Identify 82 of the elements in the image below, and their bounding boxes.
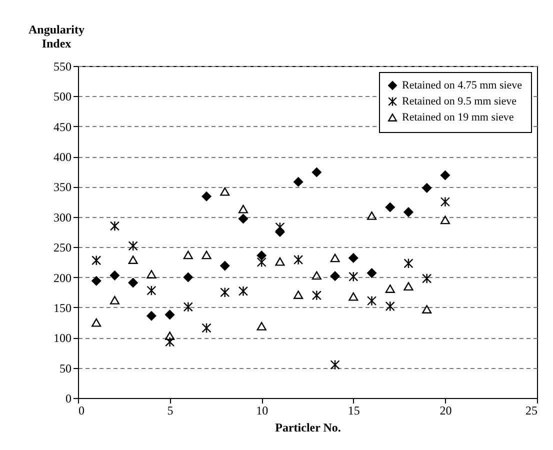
point bbox=[146, 311, 156, 321]
point bbox=[110, 270, 120, 280]
point bbox=[220, 287, 230, 298]
point bbox=[238, 286, 248, 296]
point bbox=[348, 292, 358, 301]
point bbox=[220, 261, 230, 271]
point bbox=[202, 250, 212, 260]
point bbox=[165, 310, 175, 320]
point bbox=[330, 360, 340, 370]
x-axis-title: Particler No. bbox=[275, 420, 341, 434]
legend-label: Retained on 19 mm sieve bbox=[402, 112, 514, 124]
y-tick-label: 150 bbox=[54, 300, 72, 315]
point bbox=[128, 256, 138, 264]
legend-label: Retained on 4.75 mm sieve bbox=[402, 80, 522, 92]
x-tick-label: 25 bbox=[526, 404, 538, 418]
x-tick-label: 10 bbox=[256, 404, 268, 418]
point bbox=[312, 167, 322, 178]
y-tick-label: 400 bbox=[54, 150, 72, 164]
point bbox=[275, 257, 285, 266]
point bbox=[440, 216, 450, 224]
x-tick-label: 0 bbox=[78, 404, 84, 418]
point bbox=[422, 305, 432, 314]
y-tick-label: 200 bbox=[54, 270, 72, 285]
y-tick-label: 100 bbox=[54, 331, 72, 346]
point bbox=[146, 270, 156, 278]
point bbox=[404, 258, 414, 269]
point bbox=[404, 282, 414, 291]
point bbox=[294, 177, 304, 187]
y-tick-label: 250 bbox=[54, 240, 72, 255]
point bbox=[330, 271, 340, 281]
y-tick-label: 550 bbox=[54, 60, 72, 74]
point bbox=[183, 272, 193, 282]
y-axis-title: Angularity Index bbox=[28, 22, 85, 50]
point bbox=[404, 207, 414, 217]
legend-label: Retained on 9.5 mm sieve bbox=[402, 96, 517, 108]
y-tick-label: 500 bbox=[54, 90, 72, 104]
point bbox=[202, 322, 212, 334]
point bbox=[294, 254, 304, 265]
point bbox=[366, 211, 377, 220]
point bbox=[202, 192, 212, 202]
x-tick-label: 5 bbox=[167, 404, 174, 418]
point bbox=[348, 271, 358, 282]
point bbox=[92, 318, 102, 327]
point bbox=[128, 278, 138, 288]
point bbox=[183, 250, 193, 260]
point bbox=[348, 253, 358, 263]
point bbox=[312, 271, 322, 280]
point bbox=[422, 273, 432, 284]
point bbox=[385, 202, 395, 212]
point bbox=[440, 196, 450, 208]
point bbox=[183, 302, 193, 312]
y-tick-label: 300 bbox=[54, 210, 72, 224]
point bbox=[330, 254, 340, 262]
point bbox=[238, 204, 248, 214]
point bbox=[312, 290, 322, 301]
y-tick-label: 0 bbox=[66, 392, 72, 406]
point bbox=[440, 170, 450, 180]
point bbox=[366, 268, 377, 278]
point bbox=[238, 214, 248, 224]
point bbox=[275, 222, 285, 232]
point bbox=[256, 250, 266, 260]
point bbox=[92, 255, 102, 266]
point bbox=[165, 332, 175, 340]
point bbox=[110, 296, 120, 304]
y-tick-label: 50 bbox=[60, 361, 72, 376]
point bbox=[256, 256, 266, 268]
x-tick-label: 15 bbox=[348, 404, 360, 418]
point bbox=[294, 290, 304, 299]
x-tick-label: 20 bbox=[440, 404, 452, 418]
point bbox=[128, 240, 138, 252]
point bbox=[422, 183, 432, 193]
point bbox=[366, 296, 377, 306]
point bbox=[110, 220, 120, 232]
point bbox=[220, 187, 230, 196]
point bbox=[165, 336, 175, 348]
y-tick-label: 350 bbox=[54, 180, 72, 194]
y-tick-label: 450 bbox=[54, 120, 72, 134]
point bbox=[92, 276, 102, 286]
point bbox=[146, 285, 156, 296]
point bbox=[385, 301, 395, 312]
point bbox=[385, 284, 395, 293]
point bbox=[256, 322, 266, 330]
